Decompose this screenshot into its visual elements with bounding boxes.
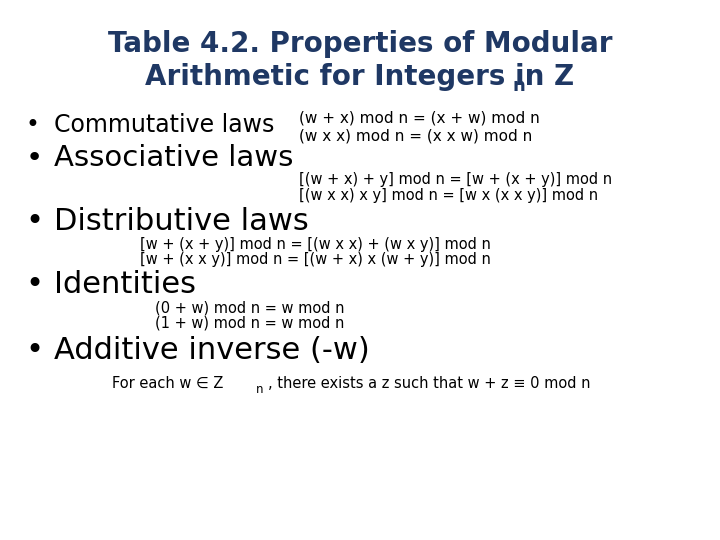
Text: For each w ∈ Z: For each w ∈ Z: [112, 376, 223, 391]
Text: Arithmetic for Integers in Z: Arithmetic for Integers in Z: [145, 63, 575, 91]
Text: •: •: [25, 207, 43, 236]
Text: (1 + w) mod n = w mod n: (1 + w) mod n = w mod n: [155, 316, 344, 331]
Text: •: •: [25, 113, 39, 137]
Text: Commutative laws: Commutative laws: [54, 113, 274, 137]
Text: [w + (x + y)] mod n = [(w x x) + (w x y)] mod n: [w + (x + y)] mod n = [(w x x) + (w x y)…: [140, 237, 491, 252]
Text: n: n: [513, 77, 526, 96]
Text: n: n: [256, 383, 263, 396]
Text: [(w + x) + y] mod n = [w + (x + y)] mod n: [(w + x) + y] mod n = [w + (x + y)] mod …: [299, 172, 612, 187]
Text: , there exists a z such that w + z ≡ 0 mod n: , there exists a z such that w + z ≡ 0 m…: [268, 376, 590, 391]
Text: •: •: [25, 144, 42, 172]
Text: •: •: [25, 270, 43, 299]
Text: (w x x) mod n = (x x w) mod n: (w x x) mod n = (x x w) mod n: [299, 129, 532, 144]
Text: •: •: [25, 336, 43, 365]
Text: [w + (x x y)] mod n = [(w + x) x (w + y)] mod n: [w + (x x y)] mod n = [(w + x) x (w + y)…: [140, 252, 491, 267]
Text: Table 4.2. Properties of Modular: Table 4.2. Properties of Modular: [108, 30, 612, 58]
Text: Additive inverse (-w): Additive inverse (-w): [54, 336, 370, 365]
Text: (0 + w) mod n = w mod n: (0 + w) mod n = w mod n: [155, 300, 344, 315]
Text: [(w x x) x y] mod n = [w x (x x y)] mod n: [(w x x) x y] mod n = [w x (x x y)] mod …: [299, 188, 598, 203]
Text: Associative laws: Associative laws: [54, 144, 293, 172]
Text: (w + x) mod n = (x + w) mod n: (w + x) mod n = (x + w) mod n: [299, 110, 539, 125]
Text: Distributive laws: Distributive laws: [54, 207, 309, 236]
Text: Identities: Identities: [54, 270, 196, 299]
